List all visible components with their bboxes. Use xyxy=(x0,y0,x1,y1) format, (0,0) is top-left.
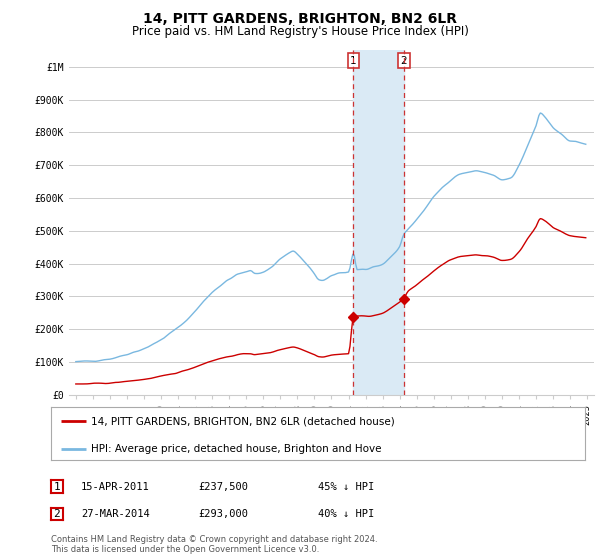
Text: Price paid vs. HM Land Registry's House Price Index (HPI): Price paid vs. HM Land Registry's House … xyxy=(131,25,469,38)
Text: Contains HM Land Registry data © Crown copyright and database right 2024.
This d: Contains HM Land Registry data © Crown c… xyxy=(51,535,377,554)
Text: £293,000: £293,000 xyxy=(198,509,248,519)
Text: 14, PITT GARDENS, BRIGHTON, BN2 6LR: 14, PITT GARDENS, BRIGHTON, BN2 6LR xyxy=(143,12,457,26)
Text: 1: 1 xyxy=(350,55,357,66)
Text: 15-APR-2011: 15-APR-2011 xyxy=(81,482,150,492)
Text: HPI: Average price, detached house, Brighton and Hove: HPI: Average price, detached house, Brig… xyxy=(91,444,382,454)
Text: £237,500: £237,500 xyxy=(198,482,248,492)
Text: 27-MAR-2014: 27-MAR-2014 xyxy=(81,509,150,519)
Text: 40% ↓ HPI: 40% ↓ HPI xyxy=(318,509,374,519)
Text: 2: 2 xyxy=(400,55,407,66)
Text: 2: 2 xyxy=(53,509,61,519)
Text: 14, PITT GARDENS, BRIGHTON, BN2 6LR (detached house): 14, PITT GARDENS, BRIGHTON, BN2 6LR (det… xyxy=(91,417,395,427)
Text: 45% ↓ HPI: 45% ↓ HPI xyxy=(318,482,374,492)
Bar xyxy=(353,50,404,395)
Text: 1: 1 xyxy=(53,482,61,492)
